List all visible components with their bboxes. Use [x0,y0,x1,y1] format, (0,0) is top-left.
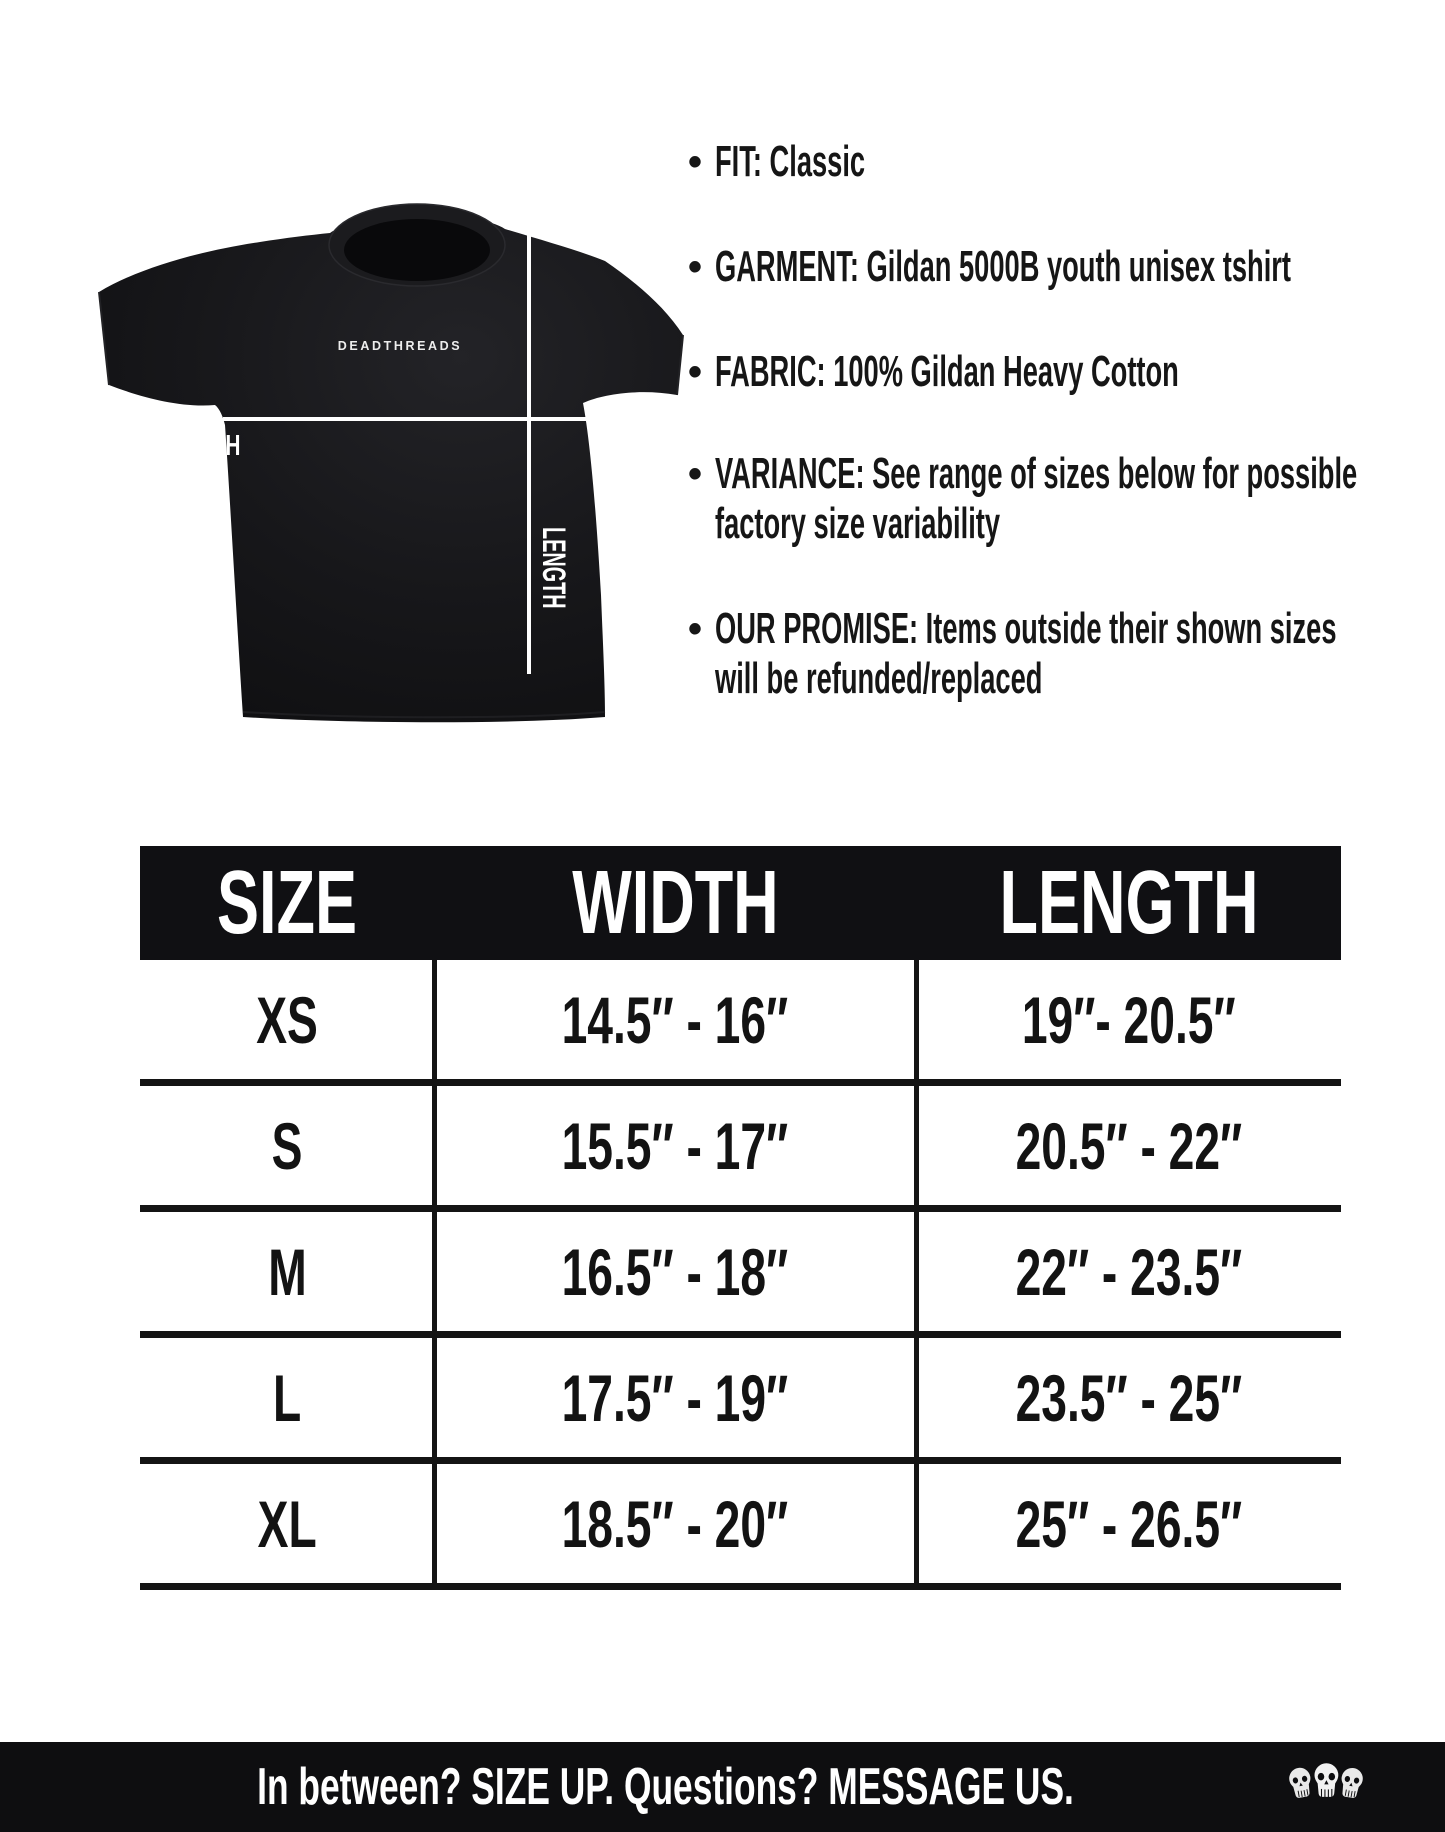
cell-size: L [272,1360,302,1435]
table-row-xs: XS 14.5″ - 16″ 19″- 20.5″ [140,960,1341,1086]
table-row-s: S 15.5″ - 17″ 20.5″ - 22″ [140,1086,1341,1212]
cell-width: 17.5″ - 19″ [561,1360,789,1435]
column-divider-2 [914,960,919,1590]
bullet-text: OUR PROMISE: Items outside their shown s… [715,604,1408,704]
length-measure-label: LENGTH [536,527,572,609]
cell-size: S [271,1108,303,1183]
size-table-body: XS 14.5″ - 16″ 19″- 20.5″ S 15.5″ - 17″ … [140,960,1341,1590]
bullet-icon: • [688,350,703,394]
footer-bar: In between? SIZE UP. Questions? MESSAGE … [0,1742,1445,1832]
size-table-header: SIZE WIDTH LENGTH [140,846,1341,960]
bullet-icon: • [688,452,703,496]
bullet-line: FIT: Classic [715,137,866,186]
skull-right [1341,1767,1363,1799]
three-skulls-logo [1289,1762,1363,1799]
table-row-l: L 17.5″ - 19″ 23.5″ - 25″ [140,1338,1341,1464]
cell-length: 20.5″ - 22″ [1015,1108,1242,1183]
cell-width: 14.5″ - 16″ [561,982,789,1057]
bullet-line: VARIANCE: See range of sizes below for p… [715,449,1358,498]
cell-width: 16.5″ - 18″ [561,1234,789,1309]
bullet-item-variance: • VARIANCE: See range of sizes below for… [688,449,1408,549]
header-size: SIZE [216,853,358,953]
bullet-item-garment: • GARMENT: Gildan 5000B youth unisex tsh… [688,242,1408,292]
bullet-icon: • [688,140,703,184]
length-measure-line [527,225,531,674]
bullet-icon: • [688,245,703,289]
bullet-text: GARMENT: Gildan 5000B youth unisex tshir… [715,242,1408,292]
left-sleeve-seam [98,291,110,386]
size-table: SIZE WIDTH LENGTH XS 14.5″ - 16″ 19″- 20… [140,846,1341,1590]
header-width: WIDTH [571,853,779,953]
width-measure-label: WIDTH [172,430,241,462]
bullet-text: VARIANCE: See range of sizes below for p… [715,449,1408,549]
cell-width: 15.5″ - 17″ [561,1108,789,1183]
tshirt-figure: DEADTHREADS WIDTH LENGTH [85,195,705,740]
skull-center [1313,1762,1340,1798]
bullet-item-fabric: • FABRIC: 100% Gildan Heavy Cotton [688,347,1408,397]
cell-size: XS [256,982,318,1057]
bullet-line: OUR PROMISE: Items outside their shown s… [715,604,1337,653]
cell-size: M [267,1234,307,1309]
bullet-line: will be refunded/replaced [715,654,1043,703]
tshirt-graphic [98,203,684,723]
bullet-item-promise: • OUR PROMISE: Items outside their shown… [688,604,1408,704]
collar-opening [344,219,490,281]
bullet-text: FIT: Classic [715,137,1408,187]
chest-print: DEADTHREADS [337,339,463,353]
skull-left [1289,1767,1311,1798]
width-measure-line [223,417,587,421]
hem-stitch [242,711,606,719]
cell-length: 22″ - 23.5″ [1015,1234,1242,1309]
bullet-line: factory size variability [715,499,1001,548]
table-row-m: M 16.5″ - 18″ 22″ - 23.5″ [140,1212,1341,1338]
column-divider-1 [432,960,437,1590]
bullet-item-fit: • FIT: Classic [688,137,1408,187]
cell-length: 23.5″ - 25″ [1015,1360,1242,1435]
right-sleeve-seam [676,334,684,396]
tshirt-silhouette [99,215,683,723]
product-details-list: • FIT: Classic • GARMENT: Gildan 5000B y… [0,0,1445,760]
bullet-icon: • [688,607,703,651]
bullet-line: GARMENT: Gildan 5000B youth unisex tshir… [715,242,1291,291]
header-length: LENGTH [998,853,1258,953]
bullet-line: FABRIC: 100% Gildan Heavy Cotton [715,347,1179,396]
cell-size: XL [257,1486,317,1561]
cell-length: 19″- 20.5″ [1021,982,1236,1057]
bullet-text: FABRIC: 100% Gildan Heavy Cotton [715,347,1408,397]
cell-width: 18.5″ - 20″ [561,1486,789,1561]
cell-length: 25″ - 26.5″ [1015,1486,1242,1561]
footer-message: In between? SIZE UP. Questions? MESSAGE … [257,1758,1074,1816]
table-row-xl: XL 18.5″ - 20″ 25″ - 26.5″ [140,1464,1341,1590]
